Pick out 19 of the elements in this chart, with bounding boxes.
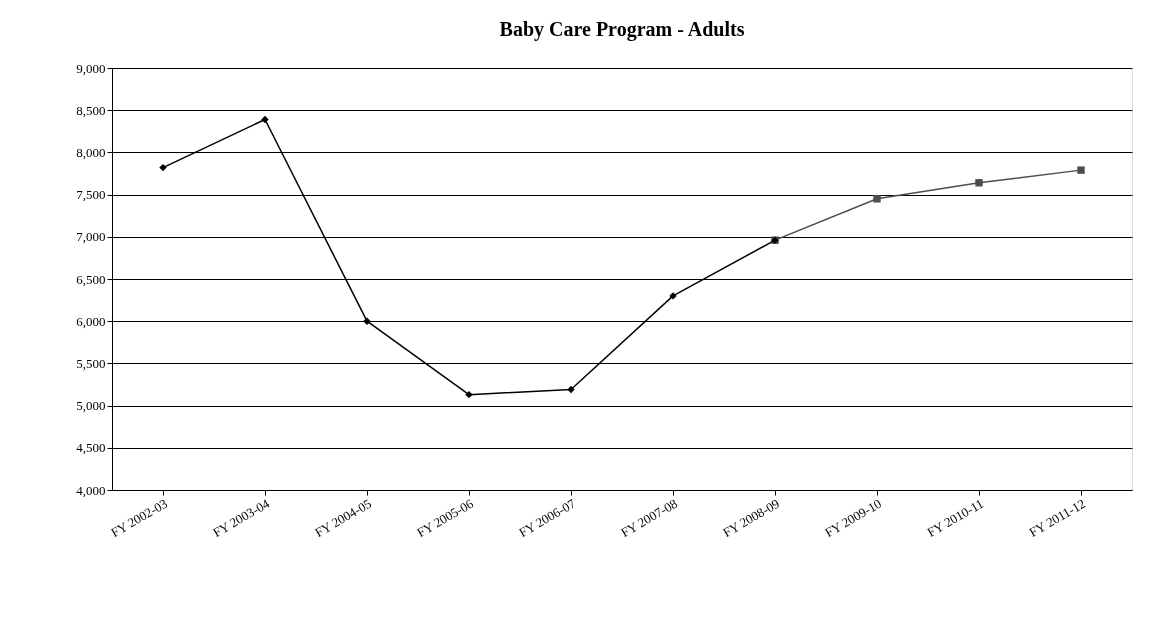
point <box>261 115 269 124</box>
y-tick-label: 4,500 <box>76 440 106 456</box>
point <box>465 390 473 399</box>
y-tick-label: 5,500 <box>76 355 106 371</box>
y-tick-label: 4,000 <box>76 482 106 498</box>
y-tick-label: 6,500 <box>76 271 106 287</box>
y-tick-label: 8,000 <box>76 144 106 160</box>
point <box>873 195 881 203</box>
y-tick-label: 6,000 <box>76 313 106 329</box>
point <box>567 385 575 394</box>
y-tick-label: 7,500 <box>76 187 106 203</box>
chart-title: Baby Care Program - Adults <box>499 18 745 41</box>
y-tick-label: 7,000 <box>76 229 106 245</box>
point <box>159 163 167 172</box>
y-tick-label: 9,000 <box>76 60 106 76</box>
point <box>1077 166 1085 174</box>
point <box>975 179 983 187</box>
y-tick-label: 5,000 <box>76 398 106 414</box>
y-tick-label: 8,500 <box>76 102 106 118</box>
